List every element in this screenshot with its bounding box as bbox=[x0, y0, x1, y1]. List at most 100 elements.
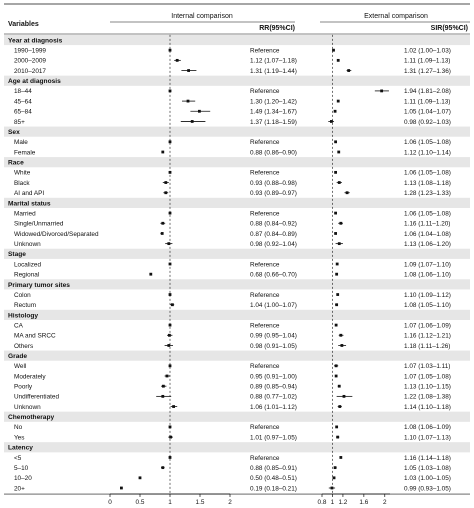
rr-value: 1.01 (0.97–1.05) bbox=[250, 434, 297, 441]
row-label: Widowed/Divorced/Separated bbox=[14, 231, 99, 238]
rr-point bbox=[168, 48, 172, 52]
section-header: Age at diagnosis bbox=[8, 78, 61, 85]
rr-value: Reference bbox=[250, 139, 280, 146]
sir-value: 1.09 (1.07–1.10) bbox=[404, 261, 451, 268]
sir-point bbox=[340, 344, 344, 347]
sir-value: 1.07 (1.06–1.09) bbox=[404, 322, 451, 329]
sir-point bbox=[334, 374, 338, 378]
rr-value: 1.31 (1.19–1.44) bbox=[250, 68, 297, 75]
sir-point bbox=[338, 405, 342, 408]
section-header: Year at diagnosis bbox=[8, 37, 63, 44]
axis-tick-label: 1 bbox=[331, 499, 335, 506]
sir-value: 1.08 (1.06–1.09) bbox=[404, 424, 451, 431]
sir-value: 0.99 (0.93–1.05) bbox=[404, 485, 451, 492]
row-label: 45–64 bbox=[14, 98, 32, 105]
sir-value: 1.11 (1.09–1.13) bbox=[404, 58, 450, 65]
rr-point bbox=[165, 374, 169, 378]
sir-value: 1.94 (1.81–2.08) bbox=[404, 88, 451, 95]
sir-value: 1.13 (1.08–1.18) bbox=[404, 180, 451, 187]
rr-value: 0.93 (0.89–0.97) bbox=[250, 190, 297, 197]
sir-point bbox=[332, 48, 335, 52]
rr-point bbox=[186, 99, 190, 103]
axis-tick-label: 0.8 bbox=[318, 499, 327, 506]
rr-point bbox=[138, 476, 142, 480]
row-label: 20+ bbox=[14, 485, 25, 492]
row-label: 85+ bbox=[14, 119, 25, 126]
sir-value: 1.07 (1.03–1.11) bbox=[404, 363, 450, 370]
rr-value: 0.98 (0.91–1.05) bbox=[250, 343, 297, 350]
section-band bbox=[4, 411, 470, 422]
rr-value: 0.98 (0.92–1.04) bbox=[250, 241, 297, 248]
row-label: 18–44 bbox=[14, 88, 32, 95]
section-band bbox=[4, 197, 470, 208]
sir-point bbox=[336, 435, 340, 439]
sir-value: 1.16 (1.12–1.21) bbox=[404, 333, 451, 340]
section-band bbox=[4, 350, 470, 361]
sir-value: 1.31 (1.27–1.36) bbox=[404, 68, 451, 75]
sir-value: 1.03 (1.00–1.05) bbox=[404, 475, 451, 482]
sir-point bbox=[333, 109, 337, 113]
sir-point bbox=[334, 323, 338, 327]
row-label: 1990–1999 bbox=[14, 47, 46, 54]
rr-value: 1.04 (1.00–1.07) bbox=[250, 302, 297, 309]
sir-point bbox=[336, 58, 340, 62]
row-label: Rectum bbox=[14, 302, 36, 309]
rr-point bbox=[161, 394, 165, 398]
section-band bbox=[4, 279, 470, 290]
sir-value: 1.07 (1.05–1.08) bbox=[404, 373, 451, 380]
rr-point bbox=[168, 333, 171, 337]
axis-tick-label: 0.5 bbox=[136, 499, 145, 506]
sir-value: 1.06 (1.05–1.08) bbox=[404, 210, 451, 217]
rr-point bbox=[169, 435, 172, 439]
row-label: 2010–2017 bbox=[14, 68, 46, 75]
rr-value: 0.93 (0.88–0.98) bbox=[250, 180, 297, 187]
axis-tick-label: 1 bbox=[168, 499, 172, 506]
sir-point bbox=[336, 99, 340, 103]
row-label: Single/Unmarried bbox=[14, 221, 64, 228]
sir-value: 1.05 (1.03–1.08) bbox=[404, 465, 451, 472]
sir-value: 1.18 (1.11–1.26) bbox=[404, 343, 450, 350]
rr-value: Reference bbox=[250, 292, 280, 299]
rr-value: 1.37 (1.18–1.59) bbox=[250, 119, 297, 126]
rr-value: Reference bbox=[250, 322, 280, 329]
sir-value: 1.16 (1.11–1.20) bbox=[404, 221, 450, 228]
sir-value: 1.13 (1.06–1.20) bbox=[404, 241, 451, 248]
rr-point bbox=[168, 425, 172, 429]
sir-point bbox=[347, 69, 351, 72]
section-band bbox=[4, 248, 470, 259]
rr-value: 0.68 (0.66–0.70) bbox=[250, 271, 297, 278]
rr-value: 1.12 (1.07–1.18) bbox=[250, 58, 297, 65]
axis-tick-label: 0 bbox=[108, 499, 112, 506]
row-label: Moderately bbox=[14, 373, 46, 380]
row-label: 2000–2009 bbox=[14, 58, 46, 65]
rr-point bbox=[167, 344, 171, 347]
rr-point bbox=[168, 211, 172, 215]
row-label: Male bbox=[14, 139, 28, 146]
rr-point bbox=[164, 181, 168, 184]
section-band bbox=[4, 442, 470, 453]
sir-point bbox=[342, 394, 346, 398]
sir-value: 1.10 (1.09–1.12) bbox=[404, 292, 451, 299]
section-header: Sex bbox=[8, 129, 20, 136]
sir-point bbox=[337, 150, 341, 154]
rr-point bbox=[168, 170, 172, 174]
rr-point bbox=[168, 140, 172, 144]
row-label: Others bbox=[14, 343, 33, 350]
rr-point bbox=[168, 364, 172, 368]
sir-value: 1.05 (1.04–1.07) bbox=[404, 109, 451, 116]
section-band bbox=[4, 75, 470, 86]
row-label: Unknown bbox=[14, 241, 41, 248]
sir-point bbox=[335, 272, 339, 276]
rr-point bbox=[168, 89, 172, 93]
sir-point bbox=[332, 476, 336, 480]
row-label: Female bbox=[14, 149, 36, 156]
sir-point bbox=[337, 242, 341, 246]
sir-point bbox=[337, 384, 341, 388]
sir-value: 0.98 (0.92–1.03) bbox=[404, 119, 451, 126]
rr-value: Reference bbox=[250, 424, 280, 431]
axis-tick-label: 1.6 bbox=[359, 499, 368, 506]
section-band bbox=[4, 309, 470, 320]
sir-column-header: SIR(95%CI) bbox=[431, 25, 468, 32]
row-label: Localized bbox=[14, 261, 41, 268]
sir-point bbox=[335, 303, 339, 307]
